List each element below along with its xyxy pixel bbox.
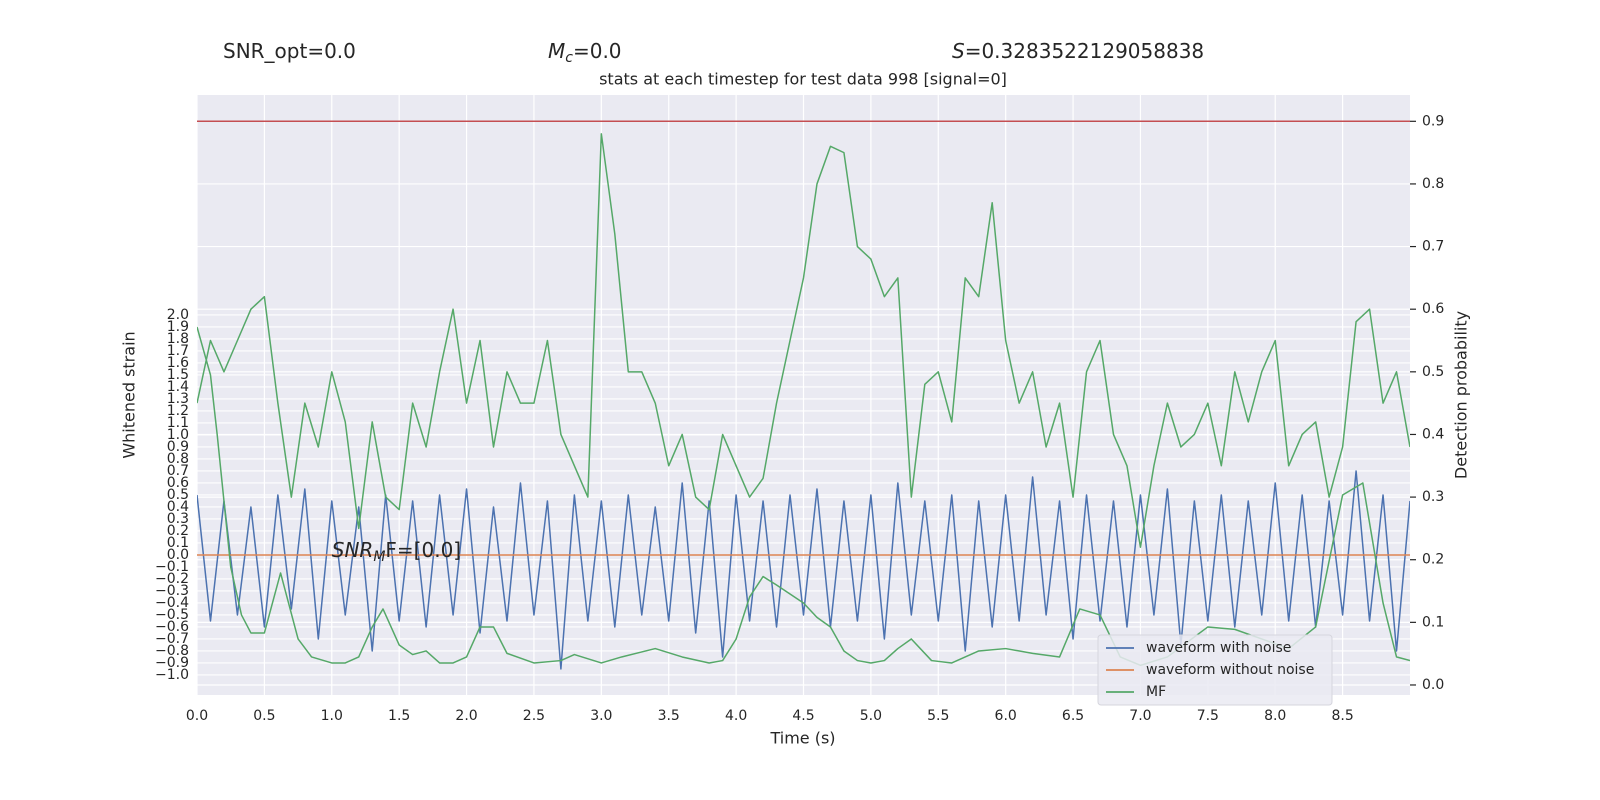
x-tick-label: 3.5 (658, 708, 680, 724)
y-tick-label: 1.5 (167, 367, 189, 383)
y-tick-label: −0.2 (155, 571, 189, 587)
y-tick-label: −0.1 (155, 559, 189, 575)
y-tick-label: 0.6 (167, 475, 189, 491)
series-line (197, 470, 1410, 670)
x-tick-label: 5.5 (927, 708, 949, 724)
x-tick-label: 6.0 (995, 708, 1017, 724)
text: =0.3283522129058838 (965, 39, 1204, 63)
legend: waveform with noise waveform without nois… (1097, 634, 1333, 706)
x-tick-label: 8.5 (1331, 708, 1353, 724)
y-tick-label: −0.9 (155, 655, 189, 671)
symbol: SNR (332, 537, 374, 561)
text: =0.0 (573, 39, 622, 63)
x-tick-label: 3.0 (590, 708, 612, 724)
x-tick-label: 7.5 (1197, 708, 1219, 724)
y2-tick-label: 0.3 (1422, 489, 1444, 505)
y2-tick-label: 0.9 (1422, 113, 1444, 129)
y-tick-label: 0.8 (167, 451, 189, 467)
legend-label: waveform without noise (1146, 662, 1314, 678)
symbol: M (548, 39, 565, 63)
y2-tick-label: 0.0 (1422, 677, 1444, 693)
y-tick-label: 1.3 (167, 391, 189, 407)
y-tick-label: 0.7 (167, 463, 189, 479)
legend-label: MF (1146, 684, 1166, 700)
y2-tick-label: 0.2 (1422, 552, 1444, 568)
x-tick-label: 4.5 (792, 708, 814, 724)
y-tick-label: 1.9 (167, 319, 189, 335)
y-tick-label: 1.2 (167, 403, 189, 419)
y-tick-label: 1.4 (167, 379, 189, 395)
y2-tick-label: 0.5 (1422, 364, 1444, 380)
y2-tick-label: 0.4 (1422, 426, 1444, 442)
x-tick-label: 6.5 (1062, 708, 1084, 724)
y-tick-label: 0.0 (167, 547, 189, 563)
y-tick-label: −1.0 (155, 667, 189, 683)
x-tick-label: 7.0 (1129, 708, 1151, 724)
y-tick-label: −0.7 (155, 631, 189, 647)
symbol: S (952, 39, 965, 63)
series-line (197, 133, 1410, 548)
header: SNR_opt=0.0 Mc=0.0 S=0.3283522129058838 SNR… (223, 39, 1204, 565)
x-tick-label: 1.5 (388, 708, 410, 724)
y-tick-label: 0.9 (167, 439, 189, 455)
text: SNR_opt=0.0 (223, 39, 356, 63)
y-tick-label: −0.5 (155, 607, 189, 623)
x-tick-label: 8.0 (1264, 708, 1286, 724)
y-tick-label: 1.1 (167, 415, 189, 431)
legend-label: waveform with noise (1146, 640, 1291, 656)
y-tick-label: −0.4 (155, 595, 189, 611)
subscript: c (565, 50, 573, 66)
y-tick-label: 0.4 (167, 499, 189, 515)
y-tick-label: 0.3 (167, 511, 189, 527)
y-tick-label: 0.5 (167, 487, 189, 503)
ticks: 0.0 0.5 1.0 1.5 2.0 2.5 3.0 3.5 4.0 4.5 5.0 5.5 6.0 6… (155, 113, 1444, 724)
y-tick-label: 1.6 (167, 355, 189, 371)
x-tick-label: 5.0 (860, 708, 882, 724)
legend-box (1097, 634, 1333, 706)
y2-tick-label: 0.1 (1422, 614, 1444, 630)
y2-tick-label: 0.6 (1422, 301, 1444, 317)
y-tick-label: 1.8 (167, 331, 189, 347)
y-tick-label: 1.0 (167, 427, 189, 443)
y2-axis-label: Detection probability (1452, 311, 1471, 479)
y-tick-label: 0.1 (167, 535, 189, 551)
x-tick-label: 1.0 (321, 708, 343, 724)
y-tick-label: 0.2 (167, 523, 189, 539)
y-tick-label: −0.8 (155, 643, 189, 659)
x-axis-label: Time (s) (769, 729, 835, 748)
y2-tick-label: 0.8 (1422, 176, 1444, 192)
text: F=[0.0] (385, 537, 461, 561)
subscript: M (373, 549, 385, 565)
y-tick-label: 2.0 (167, 307, 189, 323)
y-tick-label: −0.3 (155, 583, 189, 599)
y-axis-label: Whitened strain (120, 331, 139, 458)
x-tick-label: 2.5 (523, 708, 545, 724)
x-tick-label: 0.0 (186, 708, 208, 724)
header-text: S=0.3283522129058838 (952, 39, 1204, 63)
y2-tick-label: 0.7 (1422, 239, 1444, 255)
y-tick-label: −0.6 (155, 619, 189, 635)
header-text: Mc=0.0 (548, 39, 622, 67)
header-text: SNR_opt=0.0 (223, 39, 356, 63)
x-tick-label: 4.0 (725, 708, 747, 724)
x-tick-label: 2.0 (455, 708, 477, 724)
x-tick-label: 0.5 (253, 708, 275, 724)
annotation: SNRMF=[0.0] (332, 537, 461, 565)
chart-title: stats at each timestep for test data 998… (599, 70, 1007, 89)
y-tick-label: 1.7 (167, 343, 189, 359)
